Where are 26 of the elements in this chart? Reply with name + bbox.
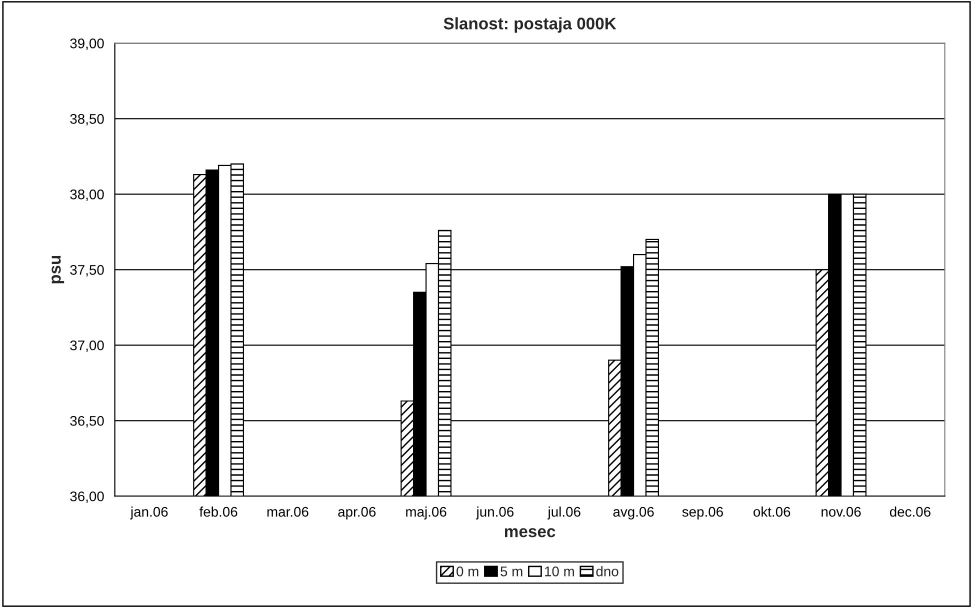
legend-label: 10 m (545, 566, 574, 576)
y-tick-label: 39,00 (70, 38, 104, 50)
y-tick-label: 37,50 (70, 264, 104, 276)
chart-title: Slanost: postaja 000K (444, 17, 616, 33)
legend-label: 0 m (456, 566, 478, 576)
legend-label: dno (596, 566, 618, 576)
x-tick-label: dec.06 (890, 506, 930, 517)
y-tick-label: 37,00 (70, 340, 104, 352)
x-tick-label: jul.06 (547, 506, 580, 520)
y-tick-label: 38,00 (70, 189, 104, 201)
legend-label: 5 m (500, 566, 522, 576)
x-tick-label: mar.06 (267, 506, 308, 517)
x-tick-label: nov.06 (822, 506, 861, 517)
y-tick-label: 36,00 (70, 491, 104, 503)
x-tick-label: okt.06 (754, 506, 790, 517)
x-tick-label: jan.06 (130, 506, 168, 520)
x-tick-label: avg.06 (613, 506, 654, 520)
x-tick-label: apr.06 (338, 506, 376, 520)
x-tick-label: maj.06 (406, 506, 446, 520)
x-tick-label: feb.06 (199, 506, 238, 517)
y-axis-title: psu (52, 256, 64, 284)
x-tick-label: jun.06 (476, 506, 514, 520)
y-tick-label: 36,50 (70, 416, 104, 428)
y-tick-label: 38,50 (70, 114, 104, 126)
x-tick-label: sep.06 (682, 506, 723, 520)
x-axis-title: mesec (504, 528, 556, 538)
